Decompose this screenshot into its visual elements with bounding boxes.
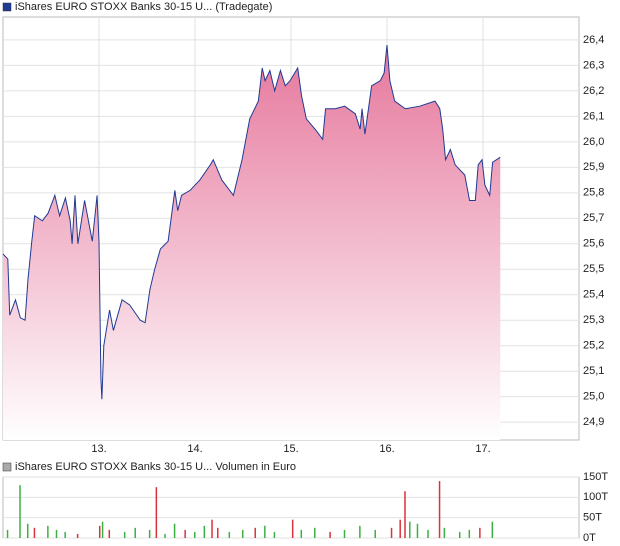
- volume-bar: [343, 529, 346, 538]
- y-tick-label: 24,9: [583, 416, 604, 428]
- price-area: [3, 45, 501, 440]
- volume-bar: [173, 523, 176, 538]
- y-tick-label: 150T: [583, 471, 608, 483]
- volume-bar: [300, 529, 303, 538]
- volume-bar: [155, 487, 158, 538]
- volume-bar: [409, 521, 411, 538]
- volume-bar: [438, 481, 441, 538]
- volume-bar: [359, 525, 361, 538]
- volume-bar: [491, 521, 494, 538]
- volume-bar: [76, 533, 79, 538]
- volume-bar: [399, 519, 401, 538]
- y-tick-label: 26,0: [583, 136, 604, 148]
- volume-bar: [254, 527, 256, 538]
- y-tick-label: 26,2: [583, 85, 604, 97]
- x-tick-label: 14.: [187, 443, 202, 455]
- volume-bar: [374, 529, 376, 538]
- y-tick-label: 25,4: [583, 289, 604, 301]
- volume-bar: [242, 529, 244, 538]
- volume-bar: [468, 529, 471, 538]
- volume-bar: [404, 491, 406, 538]
- y-tick-label: 25,3: [583, 314, 604, 326]
- chart-title: iShares EURO STOXX Banks 30-15 U... Volu…: [15, 461, 296, 473]
- y-tick-label: 25,9: [583, 161, 604, 173]
- volume-bar: [134, 527, 136, 538]
- volume-bar: [108, 529, 111, 538]
- volume-bar: [194, 531, 196, 538]
- y-tick-label: 25,2: [583, 340, 604, 352]
- y-tick-label: 25,8: [583, 187, 604, 199]
- legend-swatch: [2, 462, 12, 472]
- price-line: [2, 44, 501, 400]
- volume-bar: [329, 531, 331, 538]
- volume-bar: [55, 529, 58, 538]
- volume-bar: [273, 531, 276, 538]
- volume-bar: [26, 523, 29, 538]
- y-tick-label: 26,3: [583, 59, 604, 71]
- x-tick-label: 13.: [91, 443, 106, 455]
- volume-bar: [101, 521, 104, 538]
- volume-bar: [164, 533, 166, 538]
- y-tick-label: 25,6: [583, 238, 604, 250]
- y-tick-label: 25,0: [583, 391, 604, 403]
- volume-bar: [6, 529, 9, 538]
- volume-bar: [314, 527, 316, 538]
- y-tick-label: 25,5: [583, 263, 604, 275]
- volume-bar: [33, 527, 36, 538]
- y-tick-label: 25,1: [583, 365, 604, 377]
- volume-bar: [203, 525, 206, 538]
- volume-bar: [98, 525, 101, 538]
- volume-bar: [479, 527, 481, 538]
- volume-bar: [416, 523, 419, 538]
- legend-swatch: [2, 2, 12, 12]
- volume-bar: [291, 519, 294, 538]
- volume-bar: [390, 527, 393, 538]
- volume-bar: [64, 531, 66, 538]
- y-tick-label: 0T: [583, 532, 596, 544]
- volume-bar: [184, 529, 186, 538]
- volume-bar: [217, 527, 219, 538]
- volume-bar: [427, 529, 429, 538]
- chart-title: iShares EURO STOXX Banks 30-15 U... (Tra…: [15, 1, 272, 13]
- volume-bar: [148, 529, 151, 538]
- volume-bar: [458, 531, 461, 538]
- volume-bar: [19, 485, 21, 538]
- volume-bar: [228, 531, 231, 538]
- y-tick-label: 26,4: [583, 34, 604, 46]
- volume-bar: [123, 531, 126, 538]
- y-tick-label: 25,7: [583, 212, 604, 224]
- volume-bar: [211, 519, 213, 538]
- y-tick-label: 50T: [583, 512, 602, 524]
- volume-bar: [47, 525, 49, 538]
- x-tick-label: 15.: [283, 443, 298, 455]
- y-tick-label: 100T: [583, 491, 608, 503]
- y-tick-label: 26,1: [583, 110, 604, 122]
- volume-bar: [443, 527, 446, 538]
- volume-bar: [264, 525, 266, 538]
- x-tick-label: 16.: [379, 443, 394, 455]
- x-tick-label: 17.: [475, 443, 490, 455]
